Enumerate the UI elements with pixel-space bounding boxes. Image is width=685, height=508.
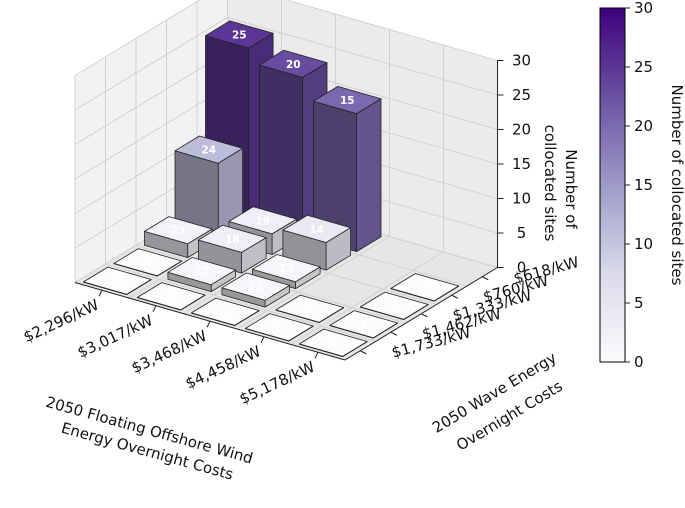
wall-gridline <box>74 86 228 180</box>
bar-label: 13 <box>279 263 294 275</box>
z-tick-label: 0 <box>517 259 527 277</box>
bar-face-top <box>144 216 213 245</box>
bar-label: 12 <box>248 282 263 294</box>
z-tick-label: 30 <box>512 52 531 70</box>
y-tick-mark <box>482 276 489 281</box>
colorbar-ticks: 0 5 10 15 20 25 30 <box>625 0 653 371</box>
z-tick-label: 10 <box>512 190 531 208</box>
bar-21: 21 <box>83 266 152 296</box>
wall-gridline <box>285 0 498 61</box>
bar-3: 3 <box>359 291 429 321</box>
y-tick-mark <box>390 331 397 336</box>
bar-label: 20 <box>286 59 301 71</box>
bar-1: 1 <box>298 328 368 358</box>
z-axis-title-line1: Number of <box>562 149 580 229</box>
bar-17: 17 <box>167 257 237 293</box>
colorbar-tick-label: 5 <box>634 294 644 312</box>
bar-face-top <box>197 224 267 253</box>
x-tick-mark <box>152 305 157 312</box>
bar-face-left <box>356 98 382 253</box>
y-tick-mark <box>360 350 367 355</box>
bar-label: 18 <box>225 234 240 246</box>
bar-face-top <box>275 294 345 323</box>
z-axis-title-line2: collocated sites <box>541 125 559 242</box>
floor-gridline <box>236 236 390 330</box>
bar-12: 12 <box>221 272 291 308</box>
wall-gridline <box>74 17 228 111</box>
x-tick-mark <box>260 336 265 343</box>
colorbar-tick-label: 25 <box>634 58 653 76</box>
bar-label: 4 <box>421 282 428 294</box>
colorbar-tick-label: 15 <box>634 176 653 194</box>
colorbar-tick-label: 10 <box>634 235 653 253</box>
colorbar-tick-label: 0 <box>634 353 644 371</box>
colorbar-tick-label: 30 <box>634 0 653 17</box>
bar-face-top <box>329 310 399 339</box>
bar-label: 25 <box>232 30 247 42</box>
bar-face-top <box>359 291 429 320</box>
bar-label: 24 <box>201 145 216 157</box>
bar-face-top <box>167 257 237 286</box>
bar-face-top <box>312 86 382 114</box>
z-tick-label: 5 <box>517 224 527 242</box>
x-tick-mark <box>206 321 211 328</box>
bar-face-top <box>190 297 260 326</box>
x-tick-mark <box>314 352 319 359</box>
z-tick-label: 25 <box>512 86 531 104</box>
bar-face-top <box>113 248 183 277</box>
colorbar <box>599 7 626 363</box>
bar-face-top <box>251 254 321 283</box>
bar-label: 2 <box>360 319 367 331</box>
bar-face-top <box>174 135 244 164</box>
wall-gridline <box>74 51 228 145</box>
bar-face-top <box>390 273 460 302</box>
y-tick-mark <box>421 313 428 318</box>
bar-face-top <box>83 266 152 295</box>
bar-label: 3 <box>391 301 398 313</box>
z-tick-label: 15 <box>512 155 531 173</box>
bar-4: 4 <box>390 273 460 302</box>
floor-gridline <box>290 251 444 345</box>
bar-label: 1 <box>330 338 337 350</box>
colorbar-tick-label: 20 <box>634 117 653 135</box>
bar-label: 19 <box>255 215 270 227</box>
bar-7: 7 <box>275 294 345 324</box>
bar-label: 11 <box>218 307 233 319</box>
bar-face-top <box>221 272 291 301</box>
z-tick-label: 20 <box>512 121 531 139</box>
floor-gridline <box>105 263 376 342</box>
colorbar-label: Number of collocated sites <box>668 85 685 286</box>
bar-label: 7 <box>306 304 313 316</box>
bars-layer: 25 20 24 19 15 23 14 18 22 13 17 21 4 12 16 3 7 11 2 6 1 <box>83 20 460 358</box>
wall-gridline <box>74 0 201 76</box>
bar-6: 6 <box>244 313 314 342</box>
bar-label: 16 <box>164 291 179 303</box>
bar-11: 11 <box>190 297 260 327</box>
bar-16: 16 <box>136 282 206 311</box>
bar-label: 15 <box>340 95 355 107</box>
y-tick-mark <box>451 294 458 299</box>
wall-gridline <box>227 17 498 96</box>
bar-label: 17 <box>194 266 209 278</box>
bar-face-top <box>244 313 314 342</box>
bar-label: 23 <box>171 225 186 237</box>
bar-face-top <box>258 49 328 78</box>
bar-label: 21 <box>110 276 125 288</box>
bar-face-top <box>282 214 352 243</box>
bar-face-top <box>205 20 274 49</box>
bar-22: 22 <box>113 248 183 277</box>
bar-2: 2 <box>329 310 399 339</box>
bar-15: 15 <box>312 86 382 253</box>
bar-face-top <box>298 328 368 357</box>
bar-label: 6 <box>276 322 283 334</box>
bar-18: 18 <box>197 224 267 274</box>
bar-face-top <box>228 206 298 235</box>
bar-face-top <box>136 282 206 311</box>
bar-label: 14 <box>309 224 324 236</box>
x-tick-mark <box>98 290 103 297</box>
bar-label: 22 <box>140 257 155 269</box>
